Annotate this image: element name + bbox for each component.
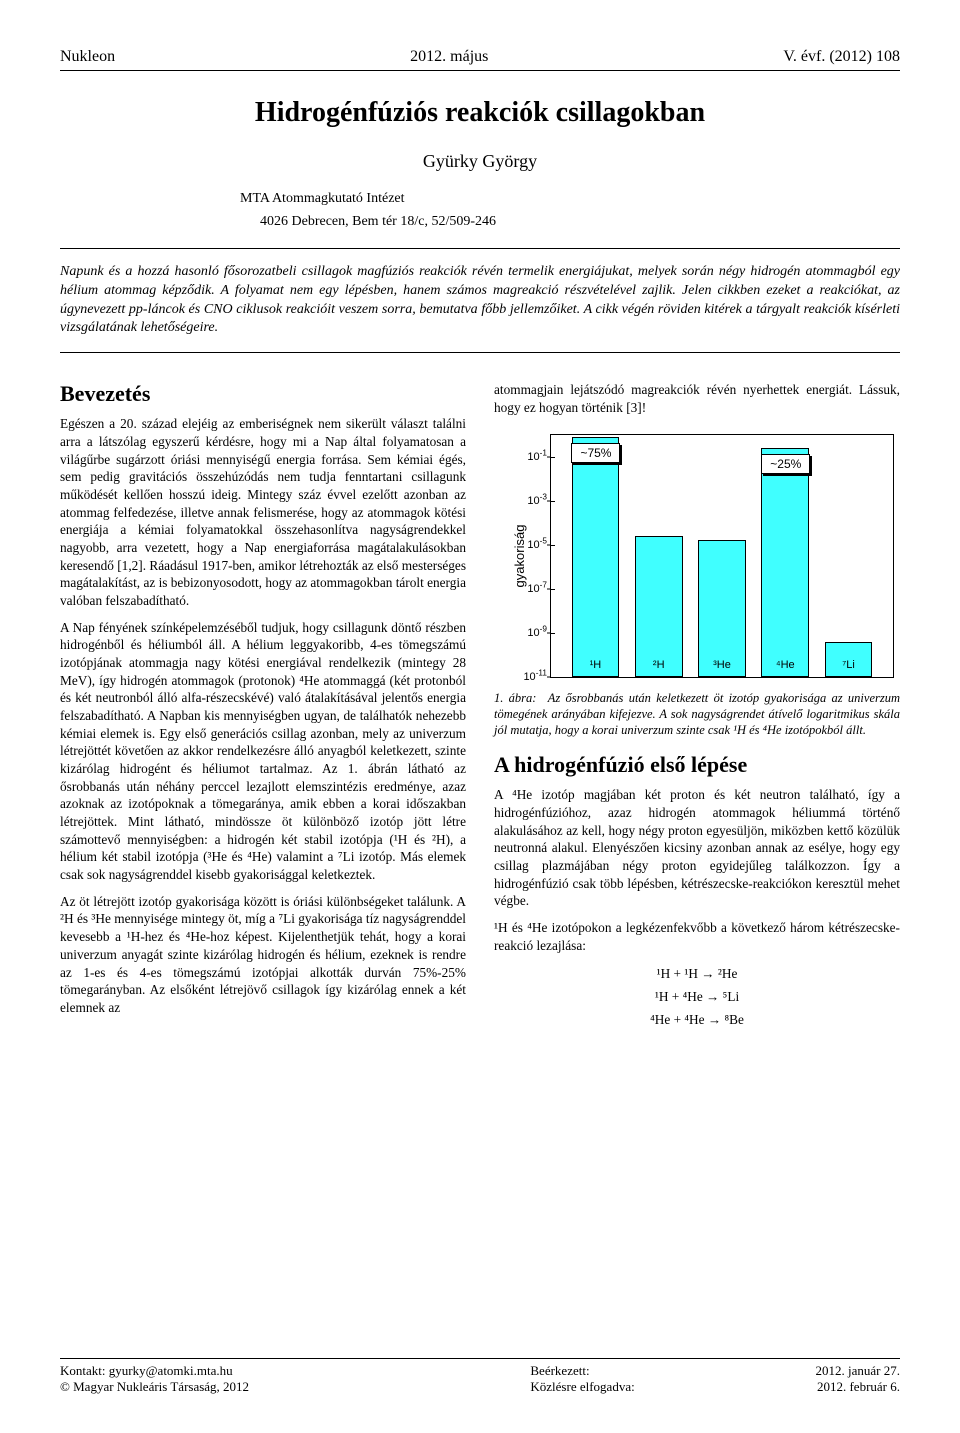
two-column-body: Bevezetés Egészen a 20. század elejéig a… xyxy=(60,381,900,1031)
chart-bar-label: ²H xyxy=(653,659,665,671)
figure-caption-text: Az ősrobbanás után keletkezett öt izotóp… xyxy=(494,691,900,738)
page-footer: Kontakt: gyurky@atomki.mta.hu Beérkezett… xyxy=(60,1358,900,1395)
affiliation-line-2: 4026 Debrecen, Bem tér 18/c, 52/509-246 xyxy=(260,213,900,232)
left-para-2: A Nap fényének színképelemzéséből tudjuk… xyxy=(60,619,466,884)
footer-accepted-label: Közlésre elfogadva: xyxy=(530,1379,634,1395)
reaction-1: ¹H + ¹H → ²He xyxy=(494,963,900,986)
chart-annotation: ~25% xyxy=(761,454,810,474)
chart-bar xyxy=(635,536,683,677)
journal-header: Nukleon 2012. május V. évf. (2012) 108 xyxy=(60,48,900,71)
article-author: Gyürky György xyxy=(60,151,900,172)
reaction-equations: ¹H + ¹H → ²He ¹H + ⁴He → ⁵Li ⁴He + ⁴He →… xyxy=(494,963,900,1031)
section-heading-fusion: A hidrogénfúzió első lépése xyxy=(494,752,900,778)
abstract-block: Napunk és a hozzá hasonló fősorozatbeli … xyxy=(60,248,900,354)
chart-ytick-label: 10-1 xyxy=(513,451,547,463)
footer-received-date: 2012. január 27. xyxy=(816,1363,900,1379)
affiliation-line-1: MTA Atommagkutató Intézet xyxy=(240,190,900,209)
chart-ytick-label: 10-9 xyxy=(513,627,547,639)
journal-issue-date: 2012. május xyxy=(410,48,488,66)
right-para-2: ¹H és ⁴He izotópokon a legkézenfekvőbb a… xyxy=(494,919,900,954)
footer-received-label: Beérkezett: xyxy=(530,1363,589,1379)
chart-bar-label: ³He xyxy=(713,659,731,671)
chart-bar xyxy=(761,448,809,677)
chart-bar xyxy=(698,540,746,676)
section-heading-intro: Bevezetés xyxy=(60,381,466,407)
chart-plot-area: 10-1110-910-710-510-310-1¹H²H³He⁴He⁷Li~7… xyxy=(550,434,894,678)
article-title: Hidrogénfúziós reakciók csillagokban xyxy=(60,97,900,129)
journal-volume: V. évf. (2012) 108 xyxy=(783,48,900,66)
figure-1-chart: gyakoriság 10-11 10-9 10-7 10-5 10-3 10-1 ¹H ²H… xyxy=(494,426,900,686)
chart-ytick-label: 10-5 xyxy=(513,539,547,551)
chart-bar-label: ⁷Li xyxy=(842,659,855,671)
chart-bar-label: ¹H xyxy=(590,659,602,671)
chart-y-axis-label: gyakoriság xyxy=(512,524,527,587)
figure-number: 1. ábra: xyxy=(494,691,536,705)
right-intro-para: atommagjain lejátszódó magreakciók révén… xyxy=(494,381,900,416)
figure-1-caption: 1. ábra: Az ősrobbanás után keletkezett … xyxy=(494,690,900,739)
reaction-2: ¹H + ⁴He → ⁵Li xyxy=(494,986,900,1009)
left-para-1: Egészen a 20. század elejéig az emberisé… xyxy=(60,415,466,609)
chart-bar-label: ⁴He xyxy=(776,659,795,671)
left-column: Bevezetés Egészen a 20. század elejéig a… xyxy=(60,381,466,1031)
left-para-3: Az öt létrejött izotóp gyakorisága közöt… xyxy=(60,893,466,1017)
right-para-1: A ⁴He izotóp magjában két proton és két … xyxy=(494,786,900,910)
chart-ytick-label: 10-7 xyxy=(513,583,547,595)
chart-ytick-label: 10-3 xyxy=(513,495,547,507)
chart-bar xyxy=(572,437,620,677)
reaction-3: ⁴He + ⁴He → ⁸Be xyxy=(494,1009,900,1032)
right-column: atommagjain lejátszódó magreakciók révén… xyxy=(494,381,900,1031)
footer-accepted-date: 2012. február 6. xyxy=(817,1379,900,1395)
chart-annotation: ~75% xyxy=(571,443,620,463)
chart-ytick-label: 10-11 xyxy=(513,671,547,683)
footer-copyright: © Magyar Nukleáris Társaság, 2012 xyxy=(60,1379,249,1395)
abstract-text: Napunk és a hozzá hasonló fősorozatbeli … xyxy=(60,263,900,339)
journal-name: Nukleon xyxy=(60,48,115,66)
footer-contact: Kontakt: gyurky@atomki.mta.hu xyxy=(60,1363,233,1379)
